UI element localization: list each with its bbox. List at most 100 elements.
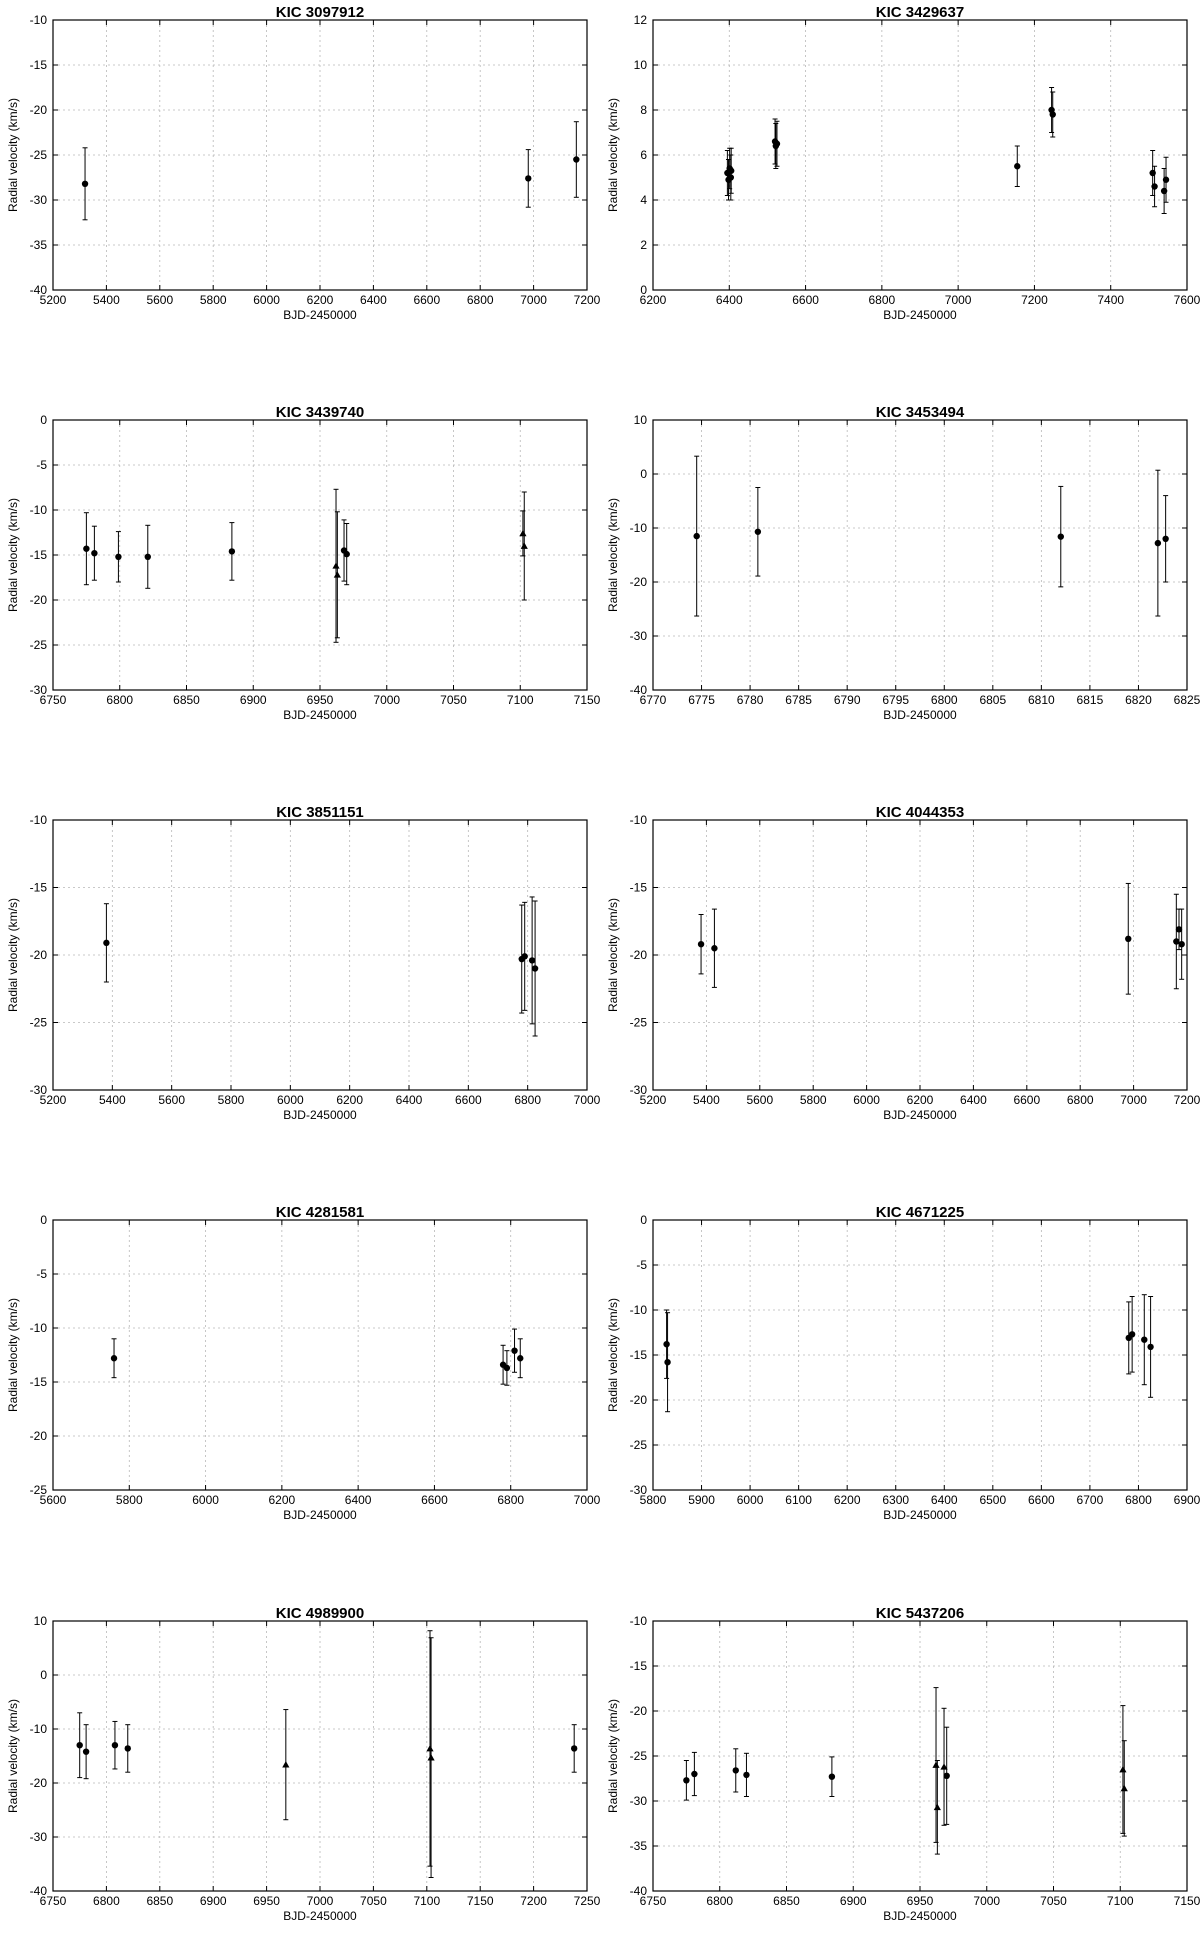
x-tick-label: 7050 (440, 693, 467, 707)
x-tick-label: 6770 (640, 693, 667, 707)
y-tick-label: -20 (30, 593, 48, 607)
x-tick-label: 5600 (158, 1093, 185, 1107)
x-tick-label: 6600 (792, 293, 819, 307)
x-tick-label: 6000 (737, 1493, 764, 1507)
data-point-circle (503, 1364, 511, 1372)
x-tick-label: 6800 (931, 693, 958, 707)
x-tick-label: 6795 (882, 693, 909, 707)
chart-panel-5: 5200 5400 5600 5800 6000 6200 6400 6600 6800 7000… (6, 804, 601, 1122)
x-tick-label: 7100 (507, 693, 534, 707)
tick-group: 6770 6775 6780 6785 6790 6795 6800 6805 6810 6815… (630, 413, 1200, 707)
chart-title: KIC 3453494 (876, 404, 965, 421)
data-point-circle (663, 1341, 670, 1348)
gridlines (653, 1621, 1187, 1891)
gridlines (53, 820, 587, 1090)
x-tick-label: 6200 (640, 293, 667, 307)
chart-title: KIC 3851151 (276, 804, 364, 821)
x-tick-label: 6400 (960, 1093, 987, 1107)
x-axis-label: BJD-2450000 (283, 708, 357, 722)
gridlines (653, 20, 1187, 290)
x-tick-label: 6500 (979, 1493, 1006, 1507)
data-point-circle (525, 175, 532, 182)
x-axis-label: BJD-2450000 (883, 1508, 957, 1522)
y-tick-label: 6 (640, 148, 647, 162)
gridlines (653, 1220, 1187, 1490)
data-point-circle (343, 550, 350, 558)
x-tick-label: 6950 (307, 693, 334, 707)
x-tick-label: 6850 (146, 1894, 173, 1908)
chart-panel-6: 5200 5400 5600 5800 6000 6200 6400 6600 6800 7000… (606, 804, 1200, 1122)
x-tick-label: 5800 (116, 1493, 143, 1507)
y-tick-label: -15 (30, 881, 48, 895)
y-tick-label: 12 (634, 13, 648, 27)
data-series (103, 896, 539, 1037)
x-tick-label: 6800 (106, 693, 133, 707)
y-tick-label: -15 (630, 881, 648, 895)
y-tick-label: -10 (630, 813, 648, 827)
data-point-circle (711, 945, 718, 952)
data-point-circle (773, 140, 781, 147)
y-tick-label: -25 (630, 1016, 648, 1030)
y-tick-label: 10 (34, 1614, 48, 1628)
y-tick-label: -20 (30, 103, 48, 117)
plot-frame (52, 1219, 588, 1491)
y-tick-label: -20 (630, 1704, 648, 1718)
y-tick-label: -20 (30, 1776, 48, 1790)
data-point-circle (1173, 938, 1180, 945)
data-point-circle (1162, 535, 1169, 542)
y-tick-label: -40 (30, 283, 48, 297)
plot-area (653, 420, 1187, 690)
x-tick-label: 6950 (907, 1894, 934, 1908)
x-tick-label: 6400 (345, 1493, 372, 1507)
x-tick-label: 7150 (574, 693, 601, 707)
x-tick-label: 7000 (574, 1493, 601, 1507)
chart-title: KIC 4044353 (876, 804, 964, 821)
y-axis-label: Radial velocity (km/s) (6, 898, 20, 1012)
data-point-circle (570, 1745, 578, 1752)
data-point-circle (664, 1359, 671, 1366)
data-point-circle (517, 1355, 524, 1362)
x-tick-label: 6700 (1077, 1493, 1104, 1507)
x-tick-label: 6820 (1125, 693, 1152, 707)
x-tick-label: 7200 (1174, 1093, 1200, 1107)
x-tick-label: 6950 (253, 1894, 280, 1908)
y-tick-label: -35 (630, 1839, 648, 1853)
x-tick-label: 7000 (373, 693, 400, 707)
y-axis-label: Radial velocity (km/s) (606, 1298, 620, 1412)
data-point-circle (943, 1772, 950, 1780)
y-tick-label: -25 (30, 148, 48, 162)
data-point-circle (228, 548, 236, 555)
y-tick-label: -20 (630, 1393, 648, 1407)
y-tick-label: -30 (30, 1830, 48, 1844)
x-tick-label: 7200 (574, 293, 601, 307)
chart-title: KIC 4281581 (276, 1204, 364, 1221)
x-tick-label: 7000 (307, 1894, 334, 1908)
y-tick-label: -10 (630, 1614, 648, 1628)
y-tick-label: -10 (30, 503, 48, 517)
x-tick-label: 6200 (907, 1093, 934, 1107)
data-point-circle (1057, 533, 1064, 540)
x-axis-label: BJD-2450000 (883, 308, 957, 322)
x-tick-label: 6600 (1028, 1493, 1055, 1507)
y-axis-label: Radial velocity (km/s) (606, 498, 620, 612)
x-tick-label: 7200 (520, 1894, 547, 1908)
tick-group: 5200 5400 5600 5800 6000 6200 6400 6600 6800 7000… (30, 813, 601, 1107)
chart-panel-4: 6770 6775 6780 6785 6790 6795 6800 6805 6810 6815… (606, 404, 1200, 722)
x-tick-label: 6900 (240, 693, 267, 707)
x-tick-label: 5800 (800, 1093, 827, 1107)
y-tick-label: -25 (30, 1483, 48, 1497)
y-tick-label: -30 (630, 1483, 648, 1497)
data-series (697, 882, 1185, 995)
data-point-circle (1141, 1336, 1148, 1343)
data-point-circle (76, 1742, 83, 1749)
y-tick-label: 2 (640, 238, 647, 252)
x-tick-label: 6900 (840, 1894, 867, 1908)
y-tick-label: -30 (30, 193, 48, 207)
chart-title: KIC 4989900 (276, 1605, 364, 1622)
data-point-circle (83, 545, 90, 552)
data-point-triangle (520, 542, 528, 549)
y-tick-label: -40 (630, 1884, 648, 1898)
gridlines (653, 420, 1187, 690)
tick-group: 6200 6400 6600 6800 7000 7200 7400 7600 12 10 8 6 4 2… (634, 13, 1200, 307)
chart-panel-8: 5800 5900 6000 6100 6200 6300 6400 6500 6600 6700… (606, 1204, 1200, 1522)
